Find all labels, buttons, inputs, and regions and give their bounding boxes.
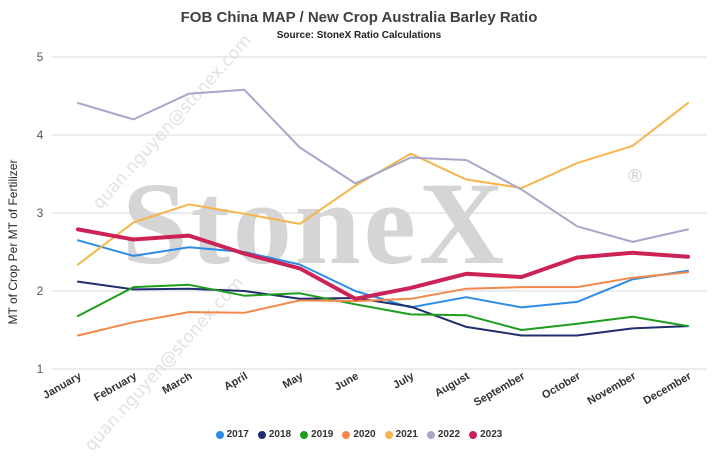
series-lines bbox=[76, 88, 690, 337]
x-tick-label: December bbox=[641, 370, 694, 407]
legend-marker-icon bbox=[257, 430, 266, 439]
watermark-brand-text: StoneX bbox=[122, 158, 507, 289]
legend-label: 2023 bbox=[480, 429, 503, 440]
legend-item-2022: 2022 bbox=[426, 429, 461, 440]
x-tick-label: August bbox=[433, 370, 472, 400]
series-line-2018 bbox=[77, 280, 689, 337]
gridlines bbox=[52, 56, 707, 370]
legend-label: 2021 bbox=[395, 429, 418, 440]
x-tick-label: September bbox=[472, 370, 528, 409]
legend-label: 2017 bbox=[226, 429, 249, 440]
x-tick-label: June bbox=[333, 370, 361, 393]
legend-label: 2018 bbox=[268, 429, 292, 440]
y-tick-label: 2 bbox=[37, 284, 44, 298]
y-axis-label: MT of Crop Per MT of Fertilizer bbox=[6, 160, 20, 325]
x-tick-label: November bbox=[585, 370, 638, 408]
y-tick-label: 1 bbox=[37, 362, 44, 376]
chart-subtitle: Source: StoneX Ratio Calculations bbox=[276, 30, 442, 41]
y-tick-label: 4 bbox=[37, 128, 44, 142]
x-tick-label: May bbox=[281, 370, 306, 392]
legend-marker-icon bbox=[215, 430, 224, 439]
legend-marker-icon bbox=[384, 430, 393, 439]
y-tick-label: 5 bbox=[37, 50, 44, 64]
legend-label: 2020 bbox=[353, 429, 376, 440]
legend-item-2021: 2021 bbox=[384, 429, 418, 440]
x-tick-label: October bbox=[540, 370, 583, 402]
series-line-2020 bbox=[77, 271, 689, 337]
legend-marker-icon bbox=[469, 430, 478, 439]
legend-item-2020: 2020 bbox=[342, 429, 376, 440]
y-tick-label: 3 bbox=[37, 206, 44, 220]
legend-item-2019: 2019 bbox=[300, 429, 333, 440]
series-line-2022 bbox=[77, 88, 689, 243]
legend-marker-icon bbox=[342, 430, 351, 439]
legend-item-2023: 2023 bbox=[469, 429, 502, 440]
legend-marker-icon bbox=[300, 430, 309, 439]
legend-marker-icon bbox=[426, 430, 435, 439]
legend-item-2017: 2017 bbox=[215, 429, 249, 440]
x-tick-label: April bbox=[222, 370, 250, 393]
y-axis-ticks: 1 2 3 4 5 bbox=[37, 50, 44, 376]
watermark-registered-mark: ® bbox=[626, 166, 644, 187]
legend-item-2018: 2018 bbox=[257, 429, 292, 440]
legend-label: 2019 bbox=[311, 429, 334, 440]
series-line-2019 bbox=[77, 283, 689, 331]
watermark-diagonal-text: quan.nguyen@stonex.com bbox=[81, 273, 248, 455]
legend: 2017 2018 2019 2020 2021 2022 2023 bbox=[0, 429, 718, 440]
chart-title: FOB China MAP / New Crop Australia Barle… bbox=[180, 9, 538, 26]
series-line-2023 bbox=[76, 227, 690, 301]
x-tick-label: July bbox=[391, 370, 417, 392]
x-tick-label: January bbox=[41, 370, 84, 402]
legend-label: 2022 bbox=[437, 429, 461, 440]
